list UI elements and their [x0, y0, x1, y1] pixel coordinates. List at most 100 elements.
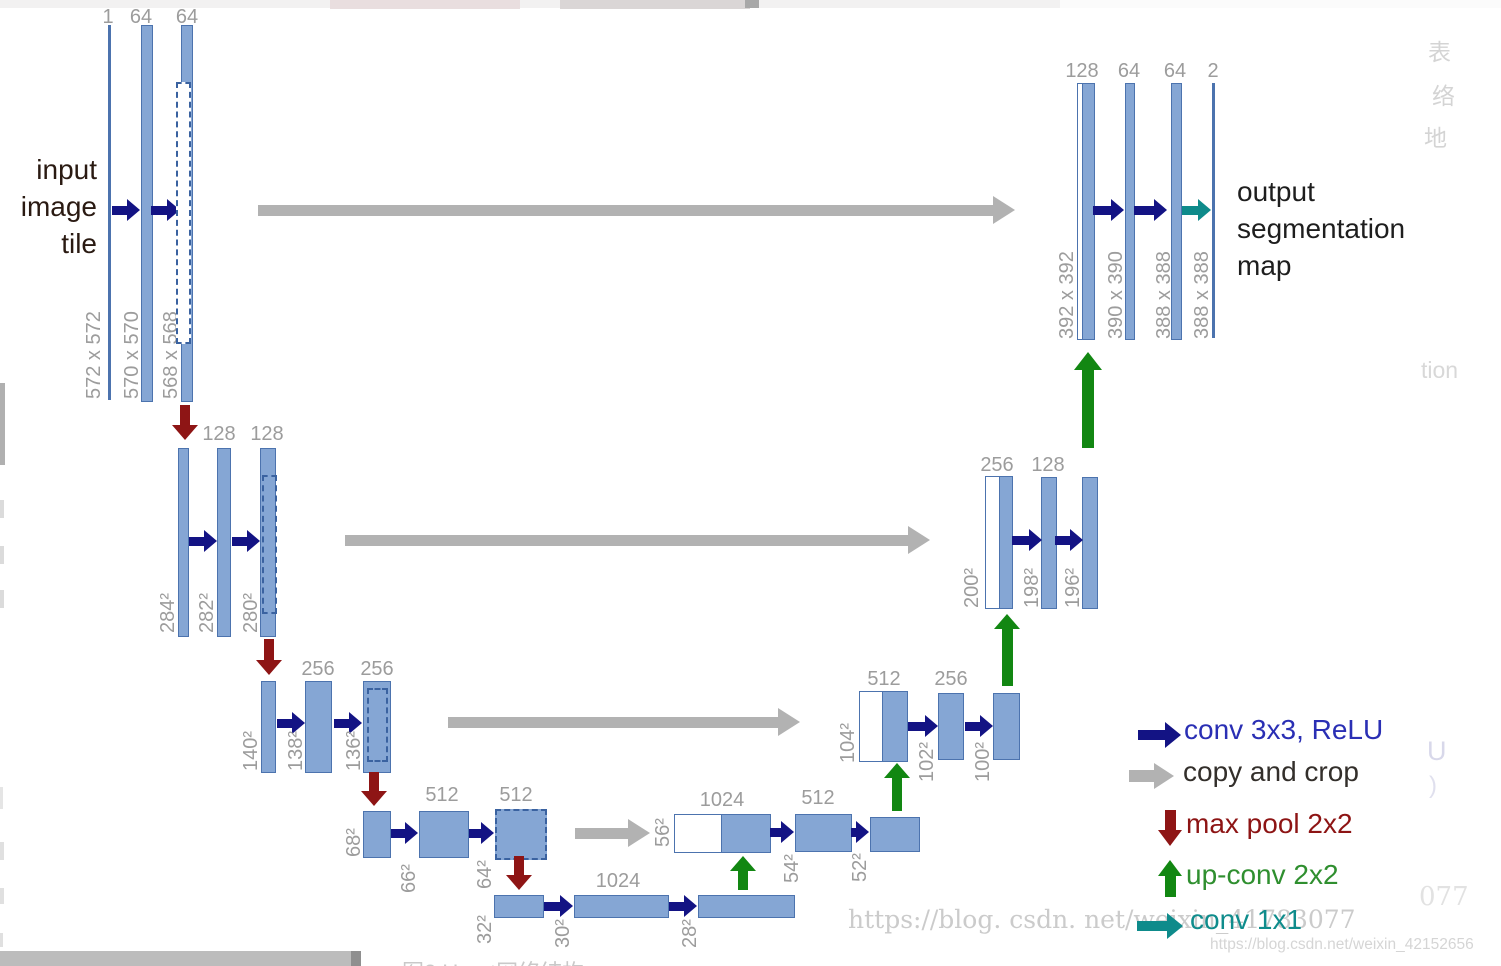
max-pool-arrow-shaft	[514, 856, 524, 875]
feature-map-bar	[305, 681, 332, 773]
channel-count-label: 128	[250, 423, 284, 445]
conv3x3-arrow	[469, 821, 494, 845]
feature-size-label: 200²	[961, 567, 983, 608]
output-label-line: map	[1237, 250, 1292, 281]
input-label-line: tile	[61, 228, 97, 259]
feature-size-label: 138²	[285, 730, 307, 771]
channel-count-label: 128	[1065, 60, 1099, 82]
conv3x3-arrow-head	[127, 198, 140, 221]
watermark-fragment-tion: tion	[1421, 357, 1459, 383]
legend-conv3x3-arrow-shaft	[1138, 730, 1165, 740]
conv1x1-arrow-shaft	[1182, 205, 1198, 215]
background-artifact	[0, 951, 361, 966]
feature-map-line	[108, 25, 111, 400]
crop-region-outline	[262, 475, 277, 614]
feature-size-label: 100²	[972, 741, 994, 782]
background-artifact	[745, 0, 759, 8]
channel-count-label: 1	[102, 6, 114, 28]
channel-count-label: 512	[867, 668, 901, 690]
feature-map-bar	[999, 476, 1013, 609]
feature-size-label: 392 x 392	[1056, 251, 1078, 339]
watermark-fragment-paren: )	[1429, 772, 1437, 799]
max-pool-arrow-head	[172, 425, 198, 440]
conv3x3-arrow-shaft	[277, 718, 292, 728]
up-conv-arrow-head	[1074, 352, 1102, 370]
feature-map-bar	[795, 814, 852, 852]
output-label-line: segmentation	[1237, 213, 1406, 244]
conv3x3-arrow-shaft	[189, 536, 204, 546]
channel-count-label: 256	[301, 658, 335, 680]
background-artifact	[330, 0, 520, 9]
legend-copy-crop-arrow-shaft	[1129, 770, 1154, 782]
channel-count-label: 256	[934, 668, 968, 690]
feature-size-label: 64²	[474, 860, 496, 889]
conv3x3-arrow-head	[980, 714, 993, 737]
legend-copy-crop-arrow	[1129, 763, 1174, 789]
feature-size-label: 388 x 388	[1153, 251, 1175, 339]
feature-map-bar	[574, 895, 669, 918]
copy-crop-arrow	[345, 526, 930, 554]
up-conv-arrow	[1074, 352, 1102, 448]
channel-count-label: 64	[1163, 60, 1187, 82]
conv3x3-arrow	[391, 821, 418, 845]
feature-size-label: 28²	[679, 919, 701, 948]
copy-crop-arrow-shaft	[575, 827, 628, 839]
conv3x3-arrow-head	[405, 821, 418, 844]
channel-count-label: 1024	[595, 870, 641, 892]
copy-crop-arrow-shaft	[345, 534, 908, 546]
max-pool-arrow	[361, 772, 387, 806]
conv3x3-arrow	[189, 529, 217, 553]
max-pool-arrow-head	[506, 875, 532, 890]
conv3x3-arrow	[770, 820, 794, 844]
up-conv-arrow-head	[994, 614, 1020, 629]
legend-label-copy-and-crop: copy and crop	[1183, 756, 1359, 787]
copy-crop-arrow-head	[908, 526, 930, 554]
conv3x3-arrow	[965, 714, 993, 738]
max-pool-arrow	[256, 639, 282, 675]
conv3x3-arrow-shaft	[391, 828, 405, 838]
background-artifact	[0, 500, 4, 518]
feature-size-label: 104²	[837, 722, 859, 763]
feature-size-label: 30²	[552, 919, 574, 948]
background-artifact	[0, 787, 3, 809]
up-conv-arrow	[730, 856, 756, 890]
output-label-line: output	[1237, 176, 1315, 207]
copy-crop-arrow-head	[993, 196, 1015, 224]
conv3x3-arrow-head	[349, 711, 362, 734]
feature-map-bar	[178, 448, 189, 637]
conv3x3-arrow-head	[1029, 528, 1042, 551]
up-conv-arrow-shaft	[1001, 629, 1013, 686]
feature-size-label: 282²	[196, 592, 218, 633]
conv3x3-arrow-head	[1111, 198, 1124, 221]
watermark-fragment-u: U	[1427, 736, 1447, 766]
side-character-fragment: 地	[1424, 125, 1447, 151]
feature-size-label: 68²	[343, 828, 365, 857]
up-conv-arrow-head	[884, 763, 910, 778]
channel-count-label: 64	[1117, 60, 1141, 82]
feature-size-label: 570 x 570	[121, 311, 143, 399]
feature-size-label: 32²	[474, 915, 496, 944]
conv3x3-arrow	[1055, 528, 1083, 552]
conv3x3-arrow-shaft	[1012, 535, 1029, 545]
crop-region-outline	[176, 82, 191, 344]
feature-map-bar	[1171, 83, 1182, 340]
background-artifact	[0, 546, 4, 564]
crop-region-outline	[367, 688, 388, 762]
conv3x3-arrow-head	[1070, 528, 1083, 551]
legend-conv1x1-arrow	[1137, 913, 1183, 939]
conv3x3-arrow-head	[684, 894, 697, 917]
copy-crop-arrow	[258, 196, 1015, 224]
conv1x1-arrow-head	[1198, 198, 1211, 221]
feature-size-label: 196²	[1062, 567, 1084, 608]
legend-up-conv-arrow	[1158, 860, 1182, 897]
conv3x3-arrow-shaft	[151, 205, 167, 215]
copy-crop-arrow-head	[778, 708, 800, 736]
up-conv-arrow-shaft	[1082, 370, 1094, 448]
channel-count-label: 512	[801, 787, 835, 809]
conv3x3-arrow	[1093, 198, 1124, 222]
background-artifact	[560, 0, 750, 9]
conv3x3-arrow-head	[781, 820, 794, 843]
conv3x3-arrow	[908, 714, 938, 738]
conv3x3-arrow-shaft	[334, 718, 349, 728]
legend-label-conv-3x3: conv 3x3, ReLU	[1184, 714, 1384, 745]
